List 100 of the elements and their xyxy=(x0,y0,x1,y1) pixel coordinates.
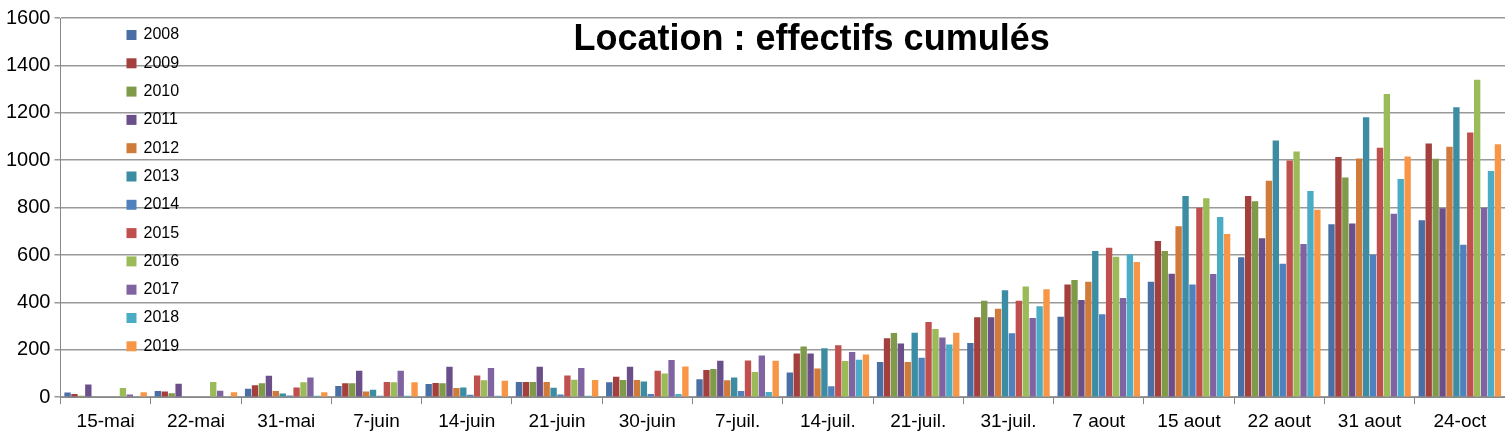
bar xyxy=(800,346,807,397)
bar xyxy=(1126,254,1134,397)
bar xyxy=(550,387,557,397)
bar xyxy=(432,382,439,397)
x-tick-label: 22 aout xyxy=(1247,409,1312,431)
legend-label: 2019 xyxy=(143,336,180,354)
y-tick-label: 800 xyxy=(17,195,51,218)
bar xyxy=(883,338,891,397)
bar xyxy=(654,370,661,397)
x-tick-label: 7-juin xyxy=(353,409,400,431)
bar xyxy=(814,368,821,397)
bar xyxy=(1008,333,1016,397)
bar xyxy=(918,357,925,397)
bar xyxy=(696,379,703,397)
bar xyxy=(786,372,793,397)
bar xyxy=(855,359,863,397)
bar xyxy=(821,348,828,397)
bar xyxy=(1432,158,1439,397)
bar xyxy=(307,377,314,397)
bar xyxy=(1362,117,1370,397)
legend-label: 2013 xyxy=(143,166,180,184)
bar xyxy=(1404,156,1411,397)
bar xyxy=(460,387,467,397)
legend-label: 2014 xyxy=(143,195,180,213)
bar xyxy=(522,382,530,397)
bar xyxy=(1349,223,1356,397)
bar xyxy=(210,382,217,397)
bar xyxy=(606,382,613,397)
bar xyxy=(578,368,585,397)
x-tick-label: 21-juil. xyxy=(890,409,947,431)
bar xyxy=(1057,316,1064,397)
bar xyxy=(1036,306,1043,397)
bar xyxy=(619,379,627,397)
bar xyxy=(1390,213,1397,397)
x-tick-label: 14-juil. xyxy=(799,409,856,431)
bar xyxy=(383,382,391,397)
bar xyxy=(758,355,766,397)
bar xyxy=(835,345,842,397)
bar xyxy=(397,370,404,397)
bar xyxy=(1196,207,1203,397)
x-tick-label: 7-juil. xyxy=(714,409,761,431)
legend-label: 2018 xyxy=(143,308,180,326)
bar xyxy=(1376,147,1384,397)
bar xyxy=(265,375,273,397)
bar xyxy=(876,362,884,397)
bar xyxy=(1328,224,1335,397)
bar xyxy=(258,383,266,397)
bar xyxy=(848,351,856,397)
bar xyxy=(175,383,182,397)
bar xyxy=(1216,217,1224,397)
bar xyxy=(710,369,717,397)
y-tick-label: 1400 xyxy=(5,52,51,75)
y-tick-label: 1000 xyxy=(5,147,51,170)
bar xyxy=(1460,244,1467,397)
bar xyxy=(675,394,682,397)
bar xyxy=(536,366,543,397)
bar xyxy=(1272,140,1280,397)
bar xyxy=(751,372,759,397)
bar xyxy=(543,382,550,397)
legend-label: 2010 xyxy=(143,82,180,100)
bar xyxy=(501,380,509,397)
bar xyxy=(85,384,92,397)
bar xyxy=(1147,281,1155,397)
bar xyxy=(64,392,71,397)
bar xyxy=(904,362,911,397)
bar xyxy=(279,393,286,397)
bar xyxy=(932,328,939,397)
bar xyxy=(626,366,634,397)
bar xyxy=(842,360,849,397)
x-tick-label: 30-juin xyxy=(618,409,676,431)
bar xyxy=(480,380,488,397)
bar xyxy=(925,322,932,397)
y-tick-label: 600 xyxy=(17,242,51,265)
bar xyxy=(668,359,675,397)
bar xyxy=(453,387,460,397)
bar xyxy=(724,380,731,397)
bar xyxy=(682,366,689,397)
bar xyxy=(1480,207,1488,397)
bar xyxy=(1286,160,1293,397)
bar xyxy=(793,353,800,397)
legend-label: 2011 xyxy=(143,110,178,128)
bar xyxy=(772,360,779,397)
bar xyxy=(953,332,960,397)
bar xyxy=(1425,143,1432,397)
bar xyxy=(1383,94,1391,397)
bar xyxy=(1182,195,1189,397)
bar xyxy=(661,373,668,397)
x-tick-label: 14-juin xyxy=(438,409,496,431)
bar xyxy=(1293,151,1300,397)
bar xyxy=(1203,198,1210,397)
x-tick-label: 15 aout xyxy=(1157,409,1222,431)
bar xyxy=(1092,250,1099,397)
bar xyxy=(251,385,259,397)
bar xyxy=(1099,314,1106,397)
bar xyxy=(890,332,898,397)
bar xyxy=(1210,273,1217,397)
bar xyxy=(612,376,620,397)
bar xyxy=(1112,256,1120,397)
bar xyxy=(994,308,1002,397)
bar xyxy=(1342,177,1349,397)
